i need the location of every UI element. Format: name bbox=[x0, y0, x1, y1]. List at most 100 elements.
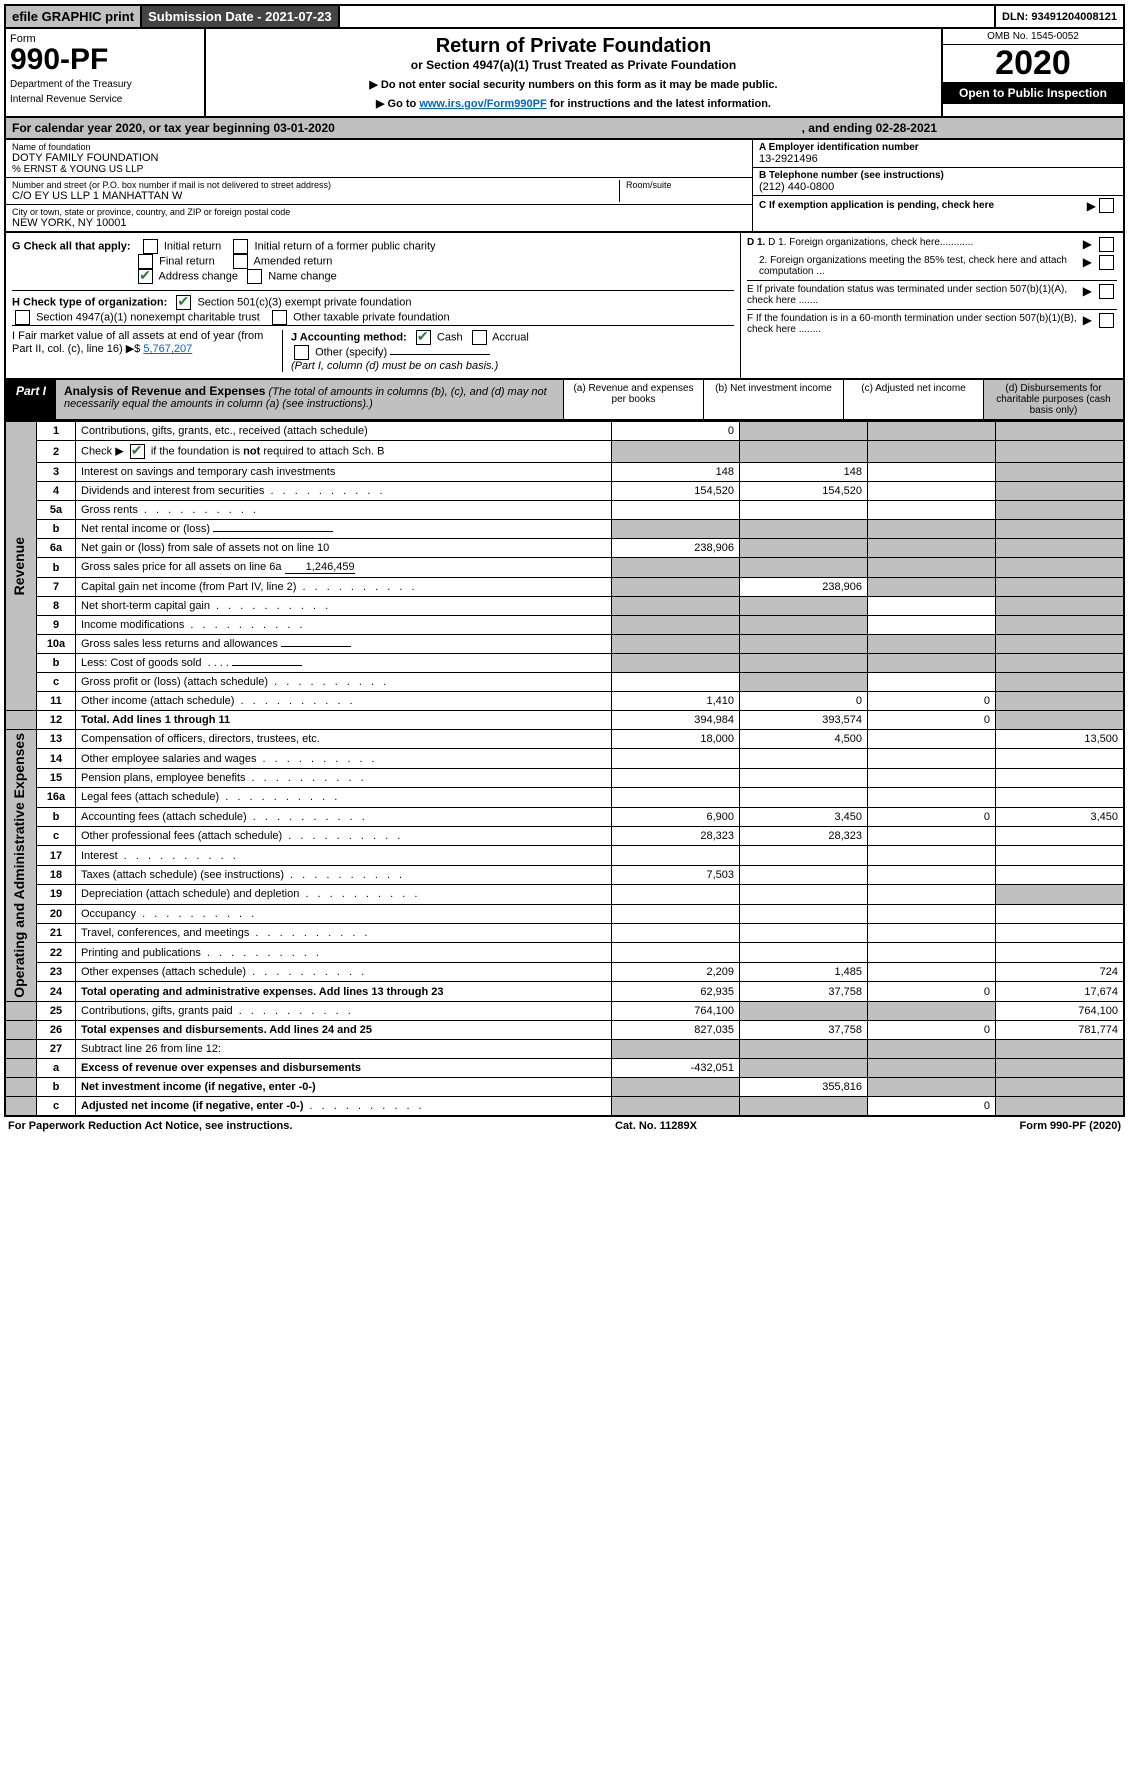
table-row: 9Income modifications bbox=[5, 616, 1124, 635]
f-text: F If the foundation is in a 60-month ter… bbox=[747, 313, 1079, 335]
table-row: 22Printing and publications bbox=[5, 943, 1124, 962]
h-4947-checkbox[interactable] bbox=[15, 310, 30, 325]
phone-value: (212) 440-0800 bbox=[759, 181, 1117, 193]
g-amended-checkbox[interactable] bbox=[233, 254, 248, 269]
part1-table: Revenue 1 Contributions, gifts, grants, … bbox=[4, 421, 1125, 1117]
note-goto: ▶ Go to www.irs.gov/Form990PF for instru… bbox=[212, 97, 935, 110]
checks-section: G Check all that apply: Initial return I… bbox=[4, 233, 1125, 380]
j-note: (Part I, column (d) must be on cash basi… bbox=[291, 360, 498, 372]
header-left: Form 990-PF Department of the Treasury I… bbox=[6, 29, 206, 116]
note2-pre: ▶ Go to bbox=[376, 98, 419, 110]
g-address-change-checkbox[interactable] bbox=[138, 269, 153, 284]
cal-pre: For calendar year 2020, or tax year begi… bbox=[12, 121, 335, 135]
room-label: Room/suite bbox=[626, 180, 746, 190]
col-headers: (a) Revenue and expenses per books (b) N… bbox=[563, 380, 1123, 419]
col-b-header: (b) Net investment income bbox=[703, 380, 843, 419]
name-label: Name of foundation bbox=[12, 142, 746, 152]
table-row: 23Other expenses (attach schedule)2,2091… bbox=[5, 962, 1124, 981]
table-row: 21Travel, conferences, and meetings bbox=[5, 924, 1124, 943]
table-row: cOther professional fees (attach schedul… bbox=[5, 827, 1124, 846]
note-ssn: ▶ Do not enter social security numbers o… bbox=[212, 78, 935, 91]
f-checkbox[interactable] bbox=[1099, 313, 1114, 328]
e-checkbox[interactable] bbox=[1099, 284, 1114, 299]
addr-label: Number and street (or P.O. box number if… bbox=[12, 180, 619, 190]
table-row: cAdjusted net income (if negative, enter… bbox=[5, 1096, 1124, 1116]
c-checkbox[interactable] bbox=[1099, 198, 1114, 213]
table-row: bAccounting fees (attach schedule)6,9003… bbox=[5, 807, 1124, 826]
table-row: 12Total. Add lines 1 through 11394,98439… bbox=[5, 711, 1124, 730]
j-accrual: Accrual bbox=[492, 331, 529, 343]
table-row: bLess: Cost of goods sold . . . . bbox=[5, 654, 1124, 673]
table-row: Operating and Administrative Expenses 13… bbox=[5, 730, 1124, 749]
table-row: 26Total expenses and disbursements. Add … bbox=[5, 1020, 1124, 1039]
table-row: 27Subtract line 26 from line 12: bbox=[5, 1039, 1124, 1058]
j-accrual-checkbox[interactable] bbox=[472, 330, 487, 345]
h-opt1: Section 501(c)(3) exempt private foundat… bbox=[197, 296, 411, 308]
g-initial-former-checkbox[interactable] bbox=[233, 239, 248, 254]
table-row: 17Interest bbox=[5, 846, 1124, 865]
omb-number: OMB No. 1545-0052 bbox=[943, 29, 1123, 45]
fmv-value[interactable]: 5,767,207 bbox=[143, 343, 192, 355]
table-row: 2 Check ▶ if the foundation is not requi… bbox=[5, 441, 1124, 463]
d2-checkbox[interactable] bbox=[1099, 255, 1114, 270]
j-label: J Accounting method: bbox=[291, 331, 407, 343]
col-d-header: (d) Disbursements for charitable purpose… bbox=[983, 380, 1123, 419]
foundation-name: DOTY FAMILY FOUNDATION bbox=[12, 152, 746, 164]
form-title: Return of Private Foundation bbox=[212, 35, 935, 58]
form-subtitle: or Section 4947(a)(1) Trust Treated as P… bbox=[212, 58, 935, 72]
efile-label: efile GRAPHIC print bbox=[6, 6, 142, 27]
h-label: H Check type of organization: bbox=[12, 296, 167, 308]
calendar-year-row: For calendar year 2020, or tax year begi… bbox=[4, 118, 1125, 140]
table-row: 3Interest on savings and temporary cash … bbox=[5, 463, 1124, 482]
table-row: 24Total operating and administrative exp… bbox=[5, 982, 1124, 1002]
e-text: E If private foundation status was termi… bbox=[747, 284, 1079, 306]
page-footer: For Paperwork Reduction Act Notice, see … bbox=[4, 1117, 1125, 1135]
g-opt-4: Address change bbox=[159, 270, 239, 282]
form-number: 990-PF bbox=[10, 45, 200, 75]
table-row: 19Depreciation (attach schedule) and dep… bbox=[5, 885, 1124, 904]
g-opt-5: Name change bbox=[268, 270, 337, 282]
table-row: 5aGross rents bbox=[5, 501, 1124, 520]
table-row: 7Capital gain net income (from Part IV, … bbox=[5, 578, 1124, 597]
row2-desc: Check ▶ if the foundation is not require… bbox=[76, 441, 612, 463]
table-row: 14Other employee salaries and wages bbox=[5, 749, 1124, 768]
j-other-checkbox[interactable] bbox=[294, 345, 309, 360]
tax-year: 2020 bbox=[943, 45, 1123, 82]
d1-text: D 1. Foreign organizations, check here..… bbox=[768, 237, 973, 248]
table-row: 25Contributions, gifts, grants paid764,1… bbox=[5, 1001, 1124, 1020]
expenses-side-label: Operating and Administrative Expenses bbox=[11, 733, 27, 998]
c-exemption-label: C If exemption application is pending, c… bbox=[759, 200, 1087, 211]
g-opt-0: Initial return bbox=[164, 240, 221, 252]
footer-mid: Cat. No. 11289X bbox=[615, 1120, 697, 1132]
cal-end: , and ending 02-28-2021 bbox=[802, 121, 937, 135]
d1-checkbox[interactable] bbox=[1099, 237, 1114, 252]
h-501c3-checkbox[interactable] bbox=[176, 295, 191, 310]
open-to-public: Open to Public Inspection bbox=[943, 82, 1123, 104]
irs-label: Internal Revenue Service bbox=[10, 94, 200, 105]
top-bar: efile GRAPHIC print Submission Date - 20… bbox=[4, 4, 1125, 29]
g-label: G Check all that apply: bbox=[12, 240, 131, 252]
table-row: 15Pension plans, employee benefits bbox=[5, 768, 1124, 787]
care-of: % ERNST & YOUNG US LLP bbox=[12, 164, 746, 175]
dln: DLN: 93491204008121 bbox=[996, 6, 1123, 27]
table-row: bGross sales price for all assets on lin… bbox=[5, 558, 1124, 578]
part1-label: Part I bbox=[6, 380, 56, 419]
g-opt-3: Amended return bbox=[254, 255, 333, 267]
table-row: 16aLegal fees (attach schedule) bbox=[5, 788, 1124, 807]
table-row: cGross profit or (loss) (attach schedule… bbox=[5, 673, 1124, 692]
g-initial-return-checkbox[interactable] bbox=[143, 239, 158, 254]
city-state-zip: NEW YORK, NY 10001 bbox=[12, 217, 746, 229]
j-cash-checkbox[interactable] bbox=[416, 330, 431, 345]
g-name-change-checkbox[interactable] bbox=[247, 269, 262, 284]
note2-post: for instructions and the latest informat… bbox=[547, 98, 771, 110]
footer-left: For Paperwork Reduction Act Notice, see … bbox=[8, 1120, 292, 1132]
table-row: 6aNet gain or (loss) from sale of assets… bbox=[5, 539, 1124, 558]
form-header: Form 990-PF Department of the Treasury I… bbox=[4, 29, 1125, 118]
i-label: I Fair market value of all assets at end… bbox=[12, 330, 263, 355]
h-other-checkbox[interactable] bbox=[272, 310, 287, 325]
row1-a: 0 bbox=[612, 422, 740, 441]
table-row: bNet rental income or (loss) bbox=[5, 520, 1124, 539]
sch-b-checkbox[interactable] bbox=[130, 444, 145, 459]
revenue-side-label: Revenue bbox=[11, 537, 27, 595]
form990pf-link[interactable]: www.irs.gov/Form990PF bbox=[419, 98, 546, 110]
